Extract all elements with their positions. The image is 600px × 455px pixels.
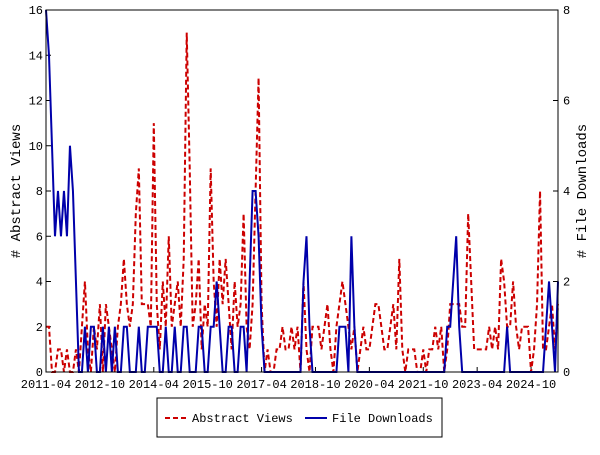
y-tick-label: 12 <box>29 95 43 109</box>
x-tick-label: 2023-04 <box>452 378 502 392</box>
y2-tick-label: 0 <box>563 366 570 380</box>
x-tick-label: 2018-10 <box>290 378 340 392</box>
y-tick-label: 8 <box>36 185 43 199</box>
y-tick-label: 16 <box>29 4 43 18</box>
y2-tick-label: 8 <box>563 4 570 18</box>
series-line <box>46 32 559 373</box>
x-tick-label: 2014-04 <box>129 378 179 392</box>
y-tick-label: 14 <box>29 49 43 63</box>
x-tick-label: 2012-10 <box>75 378 125 392</box>
x-tick-label: 2024-10 <box>506 378 556 392</box>
legend-box <box>156 397 443 438</box>
y-tick-label: 0 <box>36 366 43 380</box>
y-tick-label: 2 <box>36 321 43 335</box>
y2-axis-label: # File Downloads <box>575 124 591 258</box>
plot-frame <box>45 9 559 373</box>
x-tick-label: 2015-10 <box>182 378 232 392</box>
y-tick-label: 10 <box>29 140 43 154</box>
x-tick-label: 2021-10 <box>398 378 448 392</box>
y-tick-label: 6 <box>36 230 43 244</box>
y-tick-label: 4 <box>36 276 43 290</box>
x-tick-label: 2011-04 <box>21 378 71 392</box>
y2-tick-label: 2 <box>563 276 570 290</box>
legend-label: Abstract Views <box>192 412 293 426</box>
y-axis-label: # Abstract Views <box>9 124 25 258</box>
legend-label: File Downloads <box>332 412 433 426</box>
y2-tick-label: 4 <box>563 185 570 199</box>
x-tick-label: 2020-04 <box>344 378 394 392</box>
y2-tick-label: 6 <box>563 95 570 109</box>
x-tick-label: 2017-04 <box>236 378 286 392</box>
